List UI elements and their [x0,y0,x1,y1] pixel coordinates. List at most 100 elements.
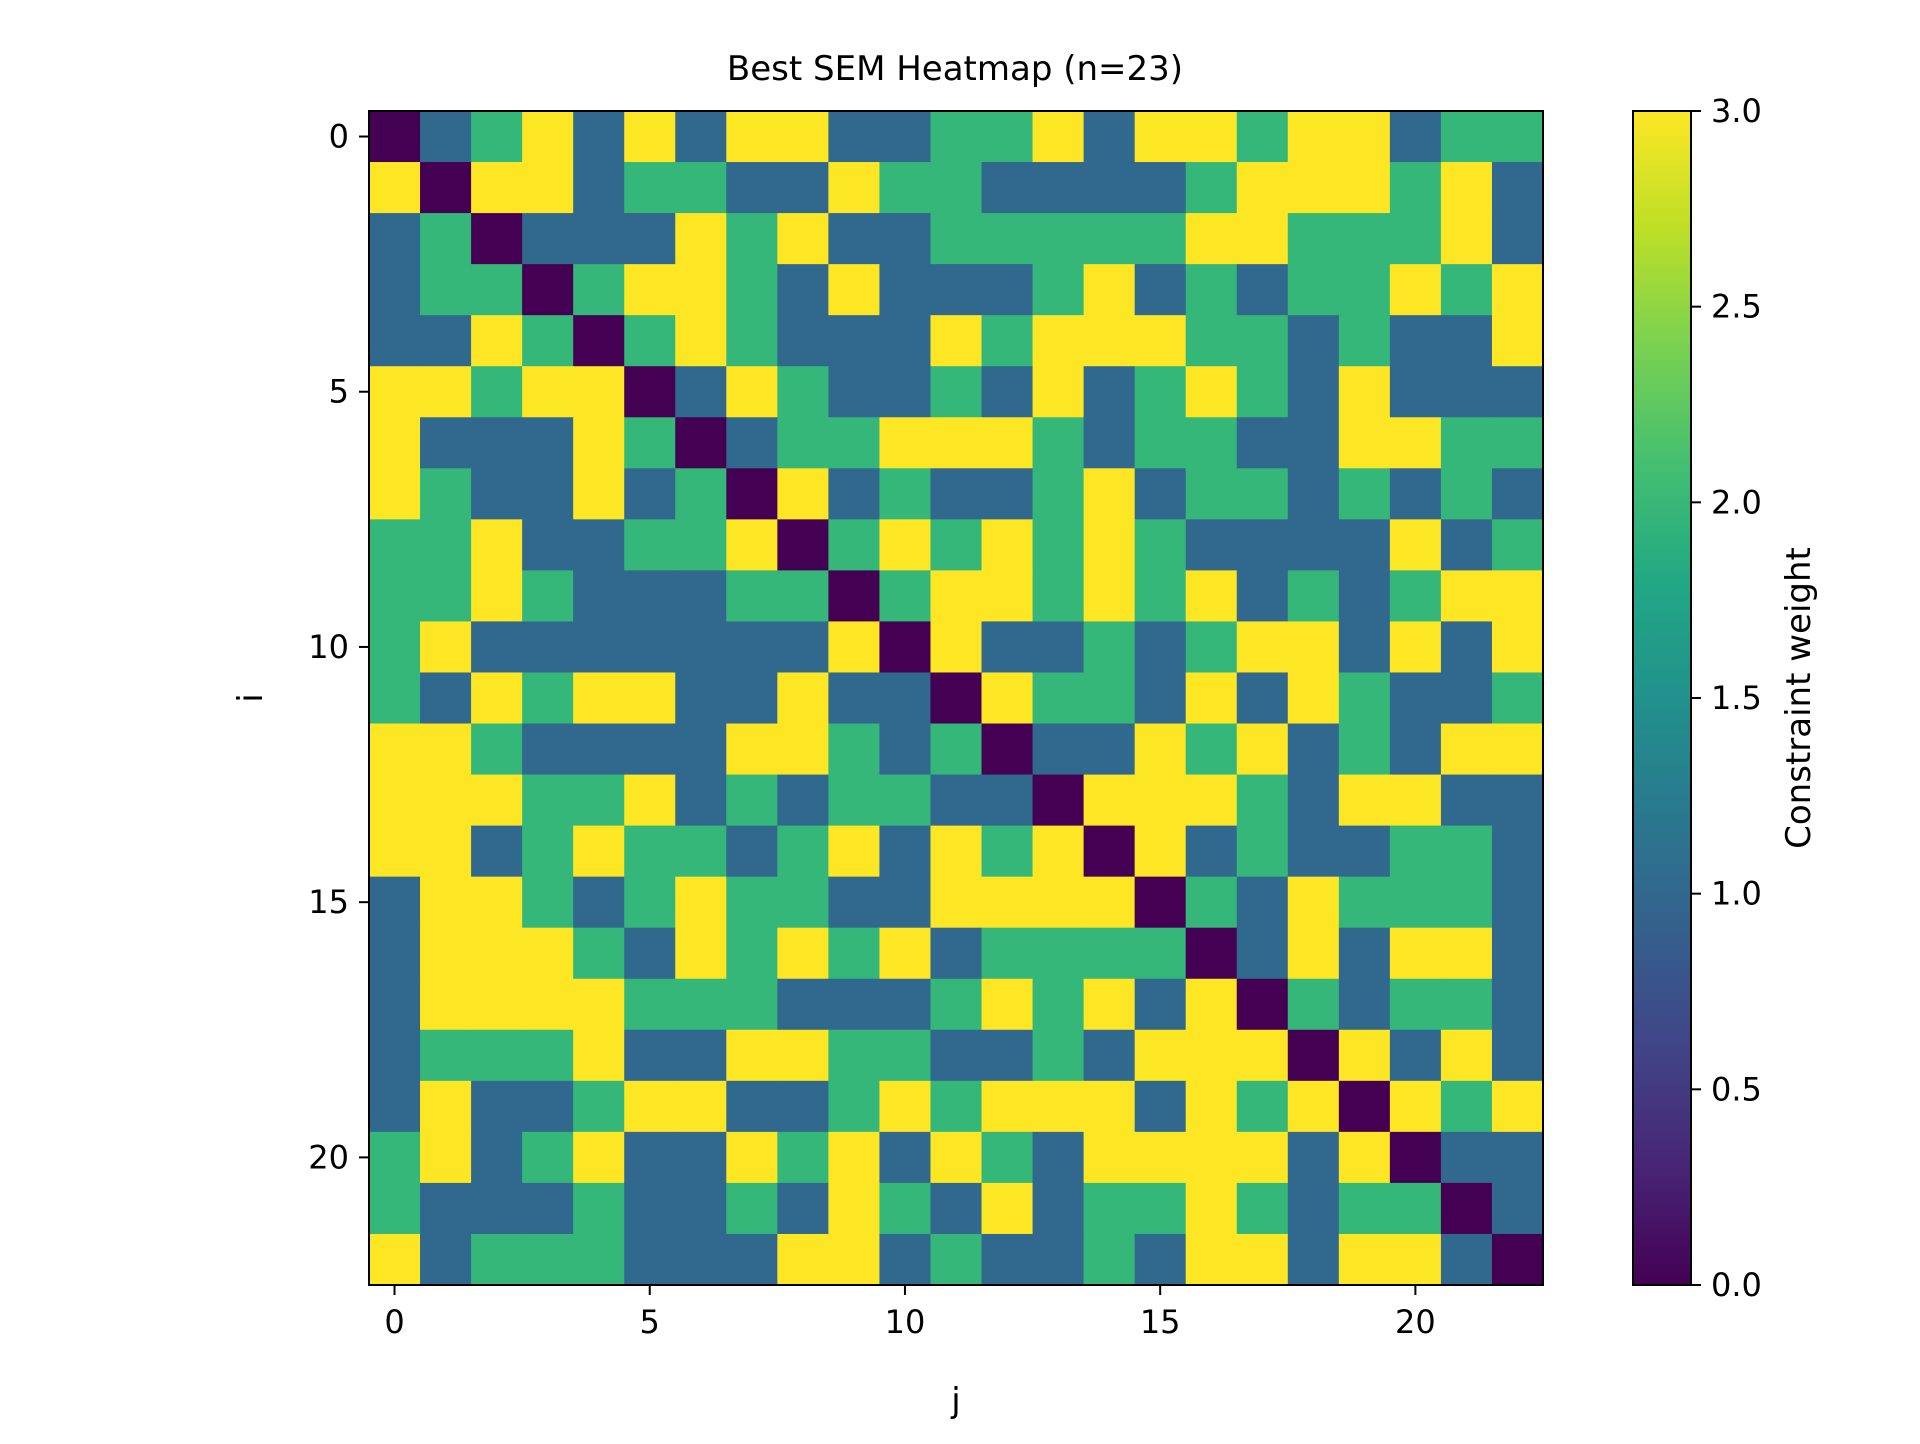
heatmap-cell [981,876,1034,929]
heatmap-cell [1185,1233,1238,1286]
heatmap-cell [1032,774,1085,827]
heatmap-cell [1236,1080,1289,1133]
heatmap-cell [1032,876,1085,929]
heatmap-cell [522,978,574,1031]
heatmap-cell [879,672,932,725]
heatmap-cell [726,876,778,929]
heatmap-cell [828,927,881,980]
heatmap-cell [675,519,727,571]
heatmap-cell [522,264,574,316]
heatmap-cell [777,621,829,674]
heatmap-cell [471,366,523,418]
heatmap-cell [1083,1182,1136,1235]
heatmap-cell [1287,1131,1340,1184]
heatmap-cell [828,468,881,520]
heatmap-cell [471,315,523,367]
heatmap-cell [981,1080,1034,1133]
heatmap-cell [879,621,932,674]
heatmap-cell [981,621,1034,674]
heatmap-cell [1338,672,1391,725]
heatmap-cell [1440,315,1493,367]
heatmap-cell [828,672,881,725]
heatmap-cell [1389,825,1442,878]
heatmap-cell [573,927,625,980]
heatmap-cell [624,111,676,163]
heatmap-cell [1134,1029,1187,1082]
heatmap-cell [675,417,727,469]
heatmap-cell [369,1080,421,1133]
heatmap-cell [777,774,829,827]
heatmap-cell [828,417,881,469]
heatmap-cell [879,1182,932,1235]
heatmap-cell [471,876,523,929]
heatmap-cell [369,1182,421,1235]
heatmap-cell [828,1131,881,1184]
heatmap-cell [1185,1029,1238,1082]
heatmap-cell [471,162,523,214]
heatmap-cell [1032,417,1085,469]
heatmap-cell [726,927,778,980]
heatmap-cell [675,723,727,776]
heatmap-cell [675,876,727,929]
heatmap-cell [1083,417,1136,469]
heatmap-cell [777,978,829,1031]
heatmap-cell [1185,1131,1238,1184]
heatmap-cell [1083,570,1136,623]
heatmap-cell [573,570,625,623]
heatmap-cell [981,1029,1034,1082]
heatmap-cell [777,876,829,929]
heatmap-cell [675,825,727,878]
heatmap-cell [777,111,829,163]
heatmap-cell [624,1080,676,1133]
heatmap-cell [1287,1233,1340,1286]
heatmap-cell [573,825,625,878]
heatmap-cell [879,417,932,469]
heatmap-cell [420,1029,472,1082]
heatmap-cell [879,1131,932,1184]
heatmap-cell [1134,1131,1187,1184]
heatmap-cell [420,570,472,623]
heatmap-cell [777,570,829,623]
heatmap-cell [981,366,1034,418]
heatmap-cell [1338,825,1391,878]
heatmap-cell [1440,213,1493,265]
heatmap-cell [828,162,881,214]
heatmap-cell [369,213,421,265]
y-axis-label: i [231,693,271,702]
heatmap-cell [981,978,1034,1031]
heatmap-cell [1389,723,1442,776]
heatmap-cell [471,1233,523,1286]
heatmap-cell [930,213,983,265]
heatmap-cell [828,1182,881,1235]
heatmap-cell [1287,927,1340,980]
heatmap-cell [522,213,574,265]
heatmap-cell [624,315,676,367]
heatmap-cell [1236,774,1289,827]
heatmap-cell [573,162,625,214]
heatmap-cell [369,1233,421,1286]
heatmap-cell [1491,876,1544,929]
heatmap-cell [981,417,1034,469]
heatmap-cell [675,927,727,980]
heatmap-cell [1236,672,1289,725]
heatmap-cell [1032,366,1085,418]
heatmap-cell [624,570,676,623]
heatmap-cell [522,366,574,418]
heatmap-cell [420,417,472,469]
heatmap-cell [522,417,574,469]
heatmap-cell [879,366,932,418]
heatmap-cell [1389,111,1442,163]
heatmap-cell [1083,876,1136,929]
heatmap-cell [1083,672,1136,725]
heatmap-cell [471,621,523,674]
heatmap-cell [1338,570,1391,623]
heatmap-cell [624,1182,676,1235]
heatmap-cell [624,162,676,214]
heatmap-cell [624,1131,676,1184]
heatmap-cell [777,1029,829,1082]
heatmap-cell [573,723,625,776]
heatmap-cell [1338,213,1391,265]
heatmap-cell [1338,723,1391,776]
heatmap-cell [420,1131,472,1184]
